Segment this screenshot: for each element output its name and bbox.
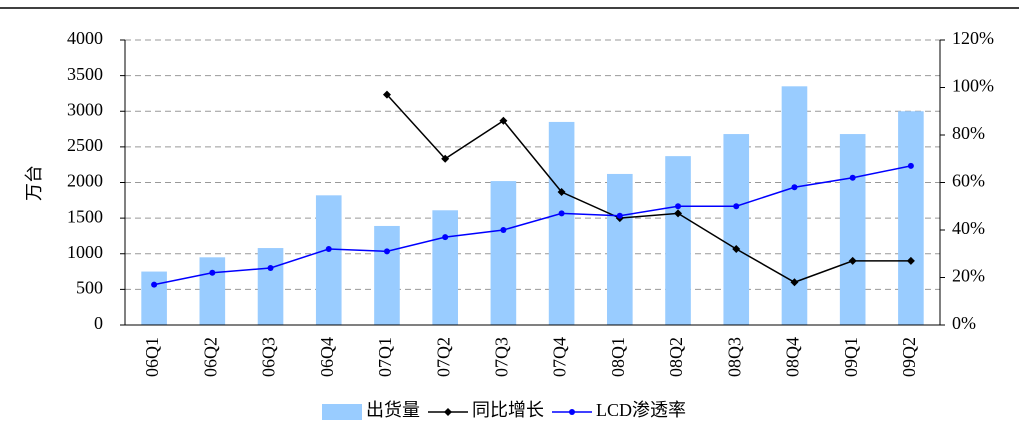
x-tick-label: 08Q1 <box>608 337 628 377</box>
point <box>557 188 566 196</box>
legend-marker <box>444 408 452 416</box>
y-tick-label: 2000 <box>67 171 103 191</box>
y-tick-label: 2500 <box>67 135 103 155</box>
x-tick-label: 07Q2 <box>433 337 453 377</box>
point <box>499 116 508 125</box>
point <box>442 234 449 241</box>
y-tick-label: 4000 <box>67 28 103 48</box>
point <box>791 184 798 191</box>
point <box>267 265 274 271</box>
y2-tick-label: 40% <box>952 218 985 238</box>
bar <box>141 271 167 325</box>
point <box>907 162 914 169</box>
y-tick-label: 3500 <box>67 64 103 84</box>
y2-tick-label: 60% <box>952 171 985 191</box>
point <box>382 90 391 99</box>
point <box>325 246 332 252</box>
point <box>151 281 158 288</box>
x-tick-label: 07Q4 <box>550 337 570 377</box>
point <box>733 203 740 210</box>
point <box>848 256 857 265</box>
line <box>386 94 911 284</box>
bar <box>607 173 633 325</box>
bar <box>257 248 284 325</box>
y-tick-label: 500 <box>76 278 103 298</box>
legend-label: LCD渗透率 <box>596 400 686 420</box>
x-tick-label: 06Q4 <box>317 337 337 377</box>
x-tick-label: 06Q3 <box>259 337 279 377</box>
point <box>383 248 390 255</box>
bar <box>723 134 750 325</box>
line <box>153 165 912 286</box>
bar <box>432 210 458 325</box>
point <box>441 154 450 163</box>
x-tick-label: 09Q2 <box>899 337 919 377</box>
legend-label: 出货量 <box>366 400 420 420</box>
bar <box>490 181 517 325</box>
point <box>790 278 799 287</box>
y2-tick-label: 80% <box>952 123 985 143</box>
bar <box>781 86 808 325</box>
plot-frame <box>124 40 941 326</box>
y2-tick-label: 20% <box>952 266 985 286</box>
point <box>674 209 683 218</box>
x-tick-label: 09Q1 <box>841 337 861 377</box>
point <box>906 256 915 265</box>
point <box>849 174 856 181</box>
bar <box>548 121 575 325</box>
bar <box>374 225 400 325</box>
point <box>500 227 507 233</box>
bar <box>315 195 342 325</box>
point <box>558 210 565 217</box>
y-tick-label: 1500 <box>67 206 103 226</box>
y2-tick-label: 100% <box>952 76 994 96</box>
legend-label: 同比增长 <box>472 400 544 420</box>
point <box>732 245 741 253</box>
x-tick-label: 07Q3 <box>492 337 512 377</box>
legend-marker <box>569 409 575 415</box>
bar <box>839 134 866 325</box>
x-tick-label: 06Q1 <box>142 337 162 377</box>
y-axis-label: 万台 <box>24 165 44 201</box>
bar <box>898 111 924 325</box>
y-tick-label: 3000 <box>67 99 103 119</box>
x-tick-label: 06Q2 <box>200 337 220 377</box>
legend-swatch <box>322 404 362 420</box>
y2-tick-label: 0% <box>952 313 976 333</box>
y2-tick-label: 120% <box>952 28 994 48</box>
bar <box>199 257 226 325</box>
bar <box>665 156 691 325</box>
point <box>675 203 682 210</box>
x-tick-label: 08Q4 <box>783 337 803 377</box>
x-tick-label: 08Q3 <box>724 337 744 377</box>
point <box>616 212 623 219</box>
point <box>209 269 216 276</box>
x-tick-label: 08Q2 <box>666 337 686 377</box>
y-tick-label: 1000 <box>67 242 103 262</box>
x-tick-label: 07Q1 <box>375 337 395 377</box>
y-tick-label: 0 <box>94 313 103 333</box>
